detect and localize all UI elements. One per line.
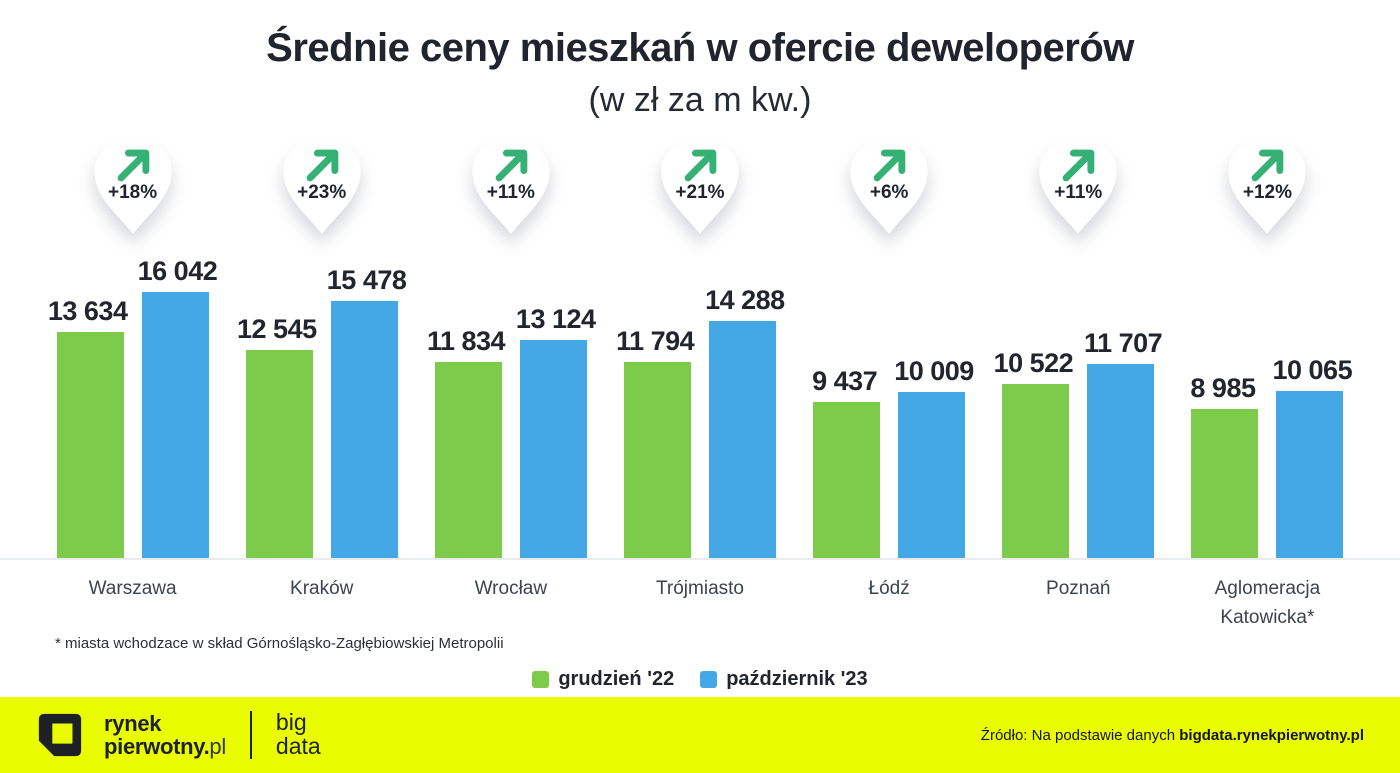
change-badge-slot: +11% xyxy=(984,136,1173,248)
category-label: Kraków xyxy=(290,578,354,599)
bar-dec22: 11 794 xyxy=(616,326,695,558)
trend-up-pin-icon xyxy=(661,145,739,234)
bar-dec22: 11 834 xyxy=(427,326,506,558)
chart-title: Średnie ceny mieszkań w ofercie dewelope… xyxy=(266,26,1134,70)
legend-label: grudzień '22 xyxy=(558,667,675,690)
legend-swatch-blue xyxy=(700,670,718,688)
bar-value-label: 11 794 xyxy=(616,326,695,356)
bar-oct23: 14 288 xyxy=(705,285,785,558)
bigdata-logo-text: big data xyxy=(275,709,321,759)
bar-group: 11 834 13 124 xyxy=(416,248,605,558)
bigdata-line2: data xyxy=(275,733,321,759)
bar-group: 10 522 11 707 xyxy=(984,248,1173,558)
footer-divider xyxy=(249,711,252,759)
bar-dec22: 9 437 xyxy=(812,366,881,558)
footnote: * miasta wchodzace w skład Górnośląsko-Z… xyxy=(55,634,504,652)
bar-value-label: 10 065 xyxy=(1272,355,1353,385)
change-badge: +23% xyxy=(276,136,368,240)
chart-subtitle: (w zł za m kw.) xyxy=(588,81,812,119)
change-badge-value: +23% xyxy=(297,182,347,204)
category-label: Aglomeracja Katowicka* xyxy=(1214,578,1321,629)
legend-item-dec22: grudzień '22 xyxy=(532,668,674,691)
bar-value-label: 13 124 xyxy=(515,304,596,334)
bar-oct23: 11 707 xyxy=(1084,328,1163,558)
bar-value-label: 15 478 xyxy=(326,265,407,295)
bar-dec22: 13 634 xyxy=(48,296,128,558)
logo-line2-bold: pierwotny. xyxy=(104,734,210,759)
bar-oct23: 10 009 xyxy=(894,356,974,558)
change-badge-slot: +23% xyxy=(227,136,416,248)
bar-value-label: 10 522 xyxy=(993,348,1074,378)
category-label: Łódź xyxy=(868,578,910,599)
legend-item-oct23: październik '23 xyxy=(700,667,868,691)
change-badge-value: +21% xyxy=(675,182,725,204)
bar-value-label: 13 634 xyxy=(47,296,128,326)
bar-oct23: 13 124 xyxy=(516,304,596,558)
bar-value-label: 16 042 xyxy=(137,256,218,286)
trend-up-pin-icon xyxy=(1228,145,1307,234)
bar-dec22: 8 985 xyxy=(1190,373,1259,558)
trend-up-pin-icon xyxy=(283,145,361,234)
logo-line1: rynek xyxy=(104,710,162,736)
change-badge-slot: +21% xyxy=(605,136,794,248)
header: Średnie ceny mieszkań w ofercie dewelope… xyxy=(0,0,1400,120)
bar-oct23: 10 065 xyxy=(1272,355,1353,558)
change-badge-slot: +6% xyxy=(795,136,984,248)
change-badge: +11% xyxy=(1032,136,1124,240)
bar-group: 9 437 10 009 xyxy=(795,248,984,558)
bars-row: 13 634 16 042 12 545 15 478 11 834 13 124 11 7… xyxy=(0,248,1400,560)
bar-value-label: 12 545 xyxy=(237,314,317,344)
bigdata-line1: big xyxy=(275,709,307,736)
logo-line2-regular: pl xyxy=(209,734,226,759)
change-badge-value: +11% xyxy=(486,182,535,204)
change-badge: +11% xyxy=(465,136,557,240)
bar-value-label: 10 009 xyxy=(894,356,974,386)
category-label: Poznań xyxy=(1046,578,1111,599)
bar-group: 13 634 16 042 xyxy=(38,248,227,558)
categories-row: Warszawa Kraków Wrocław Trójmiasto Łódź Pozna… xyxy=(0,574,1400,633)
legend-swatch-green xyxy=(532,670,550,688)
bar-group: 11 794 14 288 xyxy=(605,248,794,558)
change-badge-value: +11% xyxy=(1054,182,1103,204)
bar-dec22: 10 522 xyxy=(994,348,1074,558)
bar-value-label: 8 985 xyxy=(1190,373,1256,403)
bar-group: 12 545 15 478 xyxy=(227,248,416,558)
change-badge: +18% xyxy=(87,136,179,240)
bar-group: 8 985 10 065 xyxy=(1173,248,1362,558)
change-badge: +6% xyxy=(843,136,935,240)
legend-label: październik '23 xyxy=(726,667,868,690)
bar-value-label: 9 437 xyxy=(812,366,878,396)
bar-value-label: 11 834 xyxy=(426,326,506,356)
bar-value-label: 14 288 xyxy=(705,285,785,315)
change-badge: +21% xyxy=(654,136,746,240)
source-note: Źródło: Na podstawie danych bigdata.ryne… xyxy=(981,727,1364,744)
change-badge-value: +18% xyxy=(108,182,158,204)
rynekpierwotny-logo-text: rynek pierwotny.pl xyxy=(104,712,226,759)
category-label: Trójmiasto xyxy=(656,578,744,599)
bar-value-label: 11 707 xyxy=(1084,328,1163,358)
rynekpierwotny-logo-icon xyxy=(38,713,82,757)
footer-brand: rynek pierwotny.pl big data xyxy=(36,709,321,759)
change-badge-slot: +18% xyxy=(38,136,227,248)
trend-up-pin-icon xyxy=(850,145,928,234)
change-badge-value: +6% xyxy=(869,182,909,204)
change-badge-slot: +11% xyxy=(416,136,605,248)
trend-up-pin-icon xyxy=(93,145,172,234)
bar-oct23: 15 478 xyxy=(327,265,407,558)
footer: rynek pierwotny.pl big data Źródło: Na p… xyxy=(0,697,1400,773)
change-badge-slot: +12% xyxy=(1173,136,1362,248)
legend: grudzień '22 październik '23 xyxy=(0,668,1400,691)
badges-row: +18% +23% +11% +21% +6% +11% +12% xyxy=(0,136,1400,248)
bar-dec22: 12 545 xyxy=(237,314,317,558)
source-url: bigdata.rynekpierwotny.pl xyxy=(1179,726,1364,744)
bar-oct23: 16 042 xyxy=(138,256,218,558)
category-label: Warszawa xyxy=(88,578,177,599)
trend-up-pin-icon xyxy=(1039,145,1117,234)
change-badge: +12% xyxy=(1221,136,1313,240)
category-label: Wrocław xyxy=(474,578,548,599)
change-badge-value: +12% xyxy=(1242,182,1292,204)
trend-up-pin-icon xyxy=(472,145,550,234)
source-prefix: Źródło: Na podstawie danych xyxy=(980,726,1180,744)
